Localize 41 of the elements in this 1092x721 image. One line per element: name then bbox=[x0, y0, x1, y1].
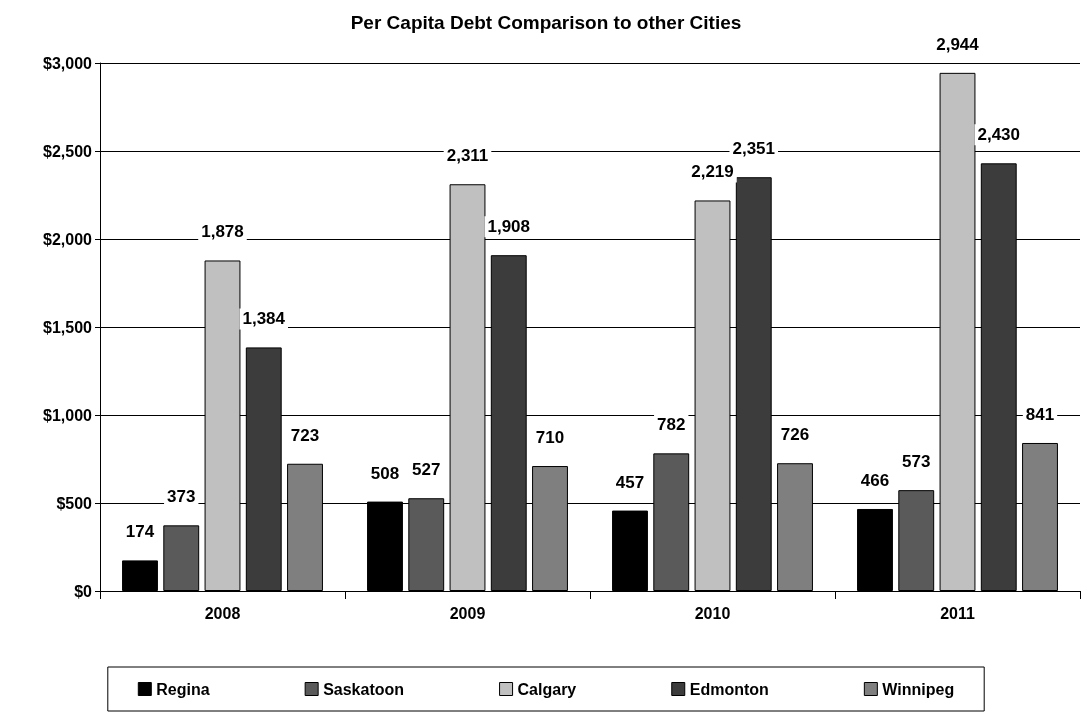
legend-label: Regina bbox=[156, 680, 210, 698]
bar bbox=[857, 508, 893, 591]
data-label: 1,878 bbox=[201, 222, 244, 242]
legend-label: Saskatoon bbox=[323, 680, 405, 698]
y-tick-label: $2,500 bbox=[43, 142, 93, 160]
data-label: 2,430 bbox=[977, 125, 1021, 145]
chart-title: Per Capita Debt Comparison to other Cities bbox=[350, 12, 742, 33]
data-label: 457 bbox=[615, 472, 645, 492]
data-label: 373 bbox=[167, 487, 196, 507]
legend-label: Calgary bbox=[517, 680, 577, 698]
data-label: 2,351 bbox=[732, 139, 776, 159]
y-tick-label: $3,000 bbox=[43, 54, 93, 72]
bar bbox=[122, 560, 158, 591]
x-tick-label: 2010 bbox=[694, 604, 731, 622]
data-label: 174 bbox=[125, 522, 155, 542]
data-label: 527 bbox=[412, 460, 441, 480]
data-label: 1,384 bbox=[242, 309, 286, 329]
y-tick-label: $1,000 bbox=[43, 406, 93, 424]
data-label: 1,908 bbox=[487, 217, 531, 237]
y-tick-label: $1,500 bbox=[43, 318, 93, 336]
legend-label: Edmonton bbox=[689, 680, 769, 698]
data-label: 2,944 bbox=[936, 34, 980, 54]
data-label: 726 bbox=[780, 425, 810, 445]
data-label: 508 bbox=[370, 463, 400, 483]
y-tick-label: $0 bbox=[74, 582, 93, 600]
data-label: 573 bbox=[902, 452, 931, 472]
data-label: 710 bbox=[535, 428, 565, 448]
y-tick-label: $500 bbox=[56, 494, 93, 512]
bar bbox=[163, 525, 200, 591]
legend-label: Winnipeg bbox=[882, 680, 955, 698]
x-tick-label: 2011 bbox=[940, 604, 975, 622]
bar bbox=[612, 510, 648, 591]
y-tick-label: $2,000 bbox=[43, 230, 93, 248]
x-tick-label: 2008 bbox=[204, 604, 241, 622]
data-label: 466 bbox=[860, 470, 890, 490]
data-label: 782 bbox=[657, 415, 686, 435]
data-label: 2,311 bbox=[446, 146, 489, 166]
data-label: 841 bbox=[1025, 404, 1055, 424]
x-tick-label: 2009 bbox=[449, 604, 486, 622]
data-label: 2,219 bbox=[691, 162, 734, 182]
data-label: 723 bbox=[290, 425, 320, 445]
